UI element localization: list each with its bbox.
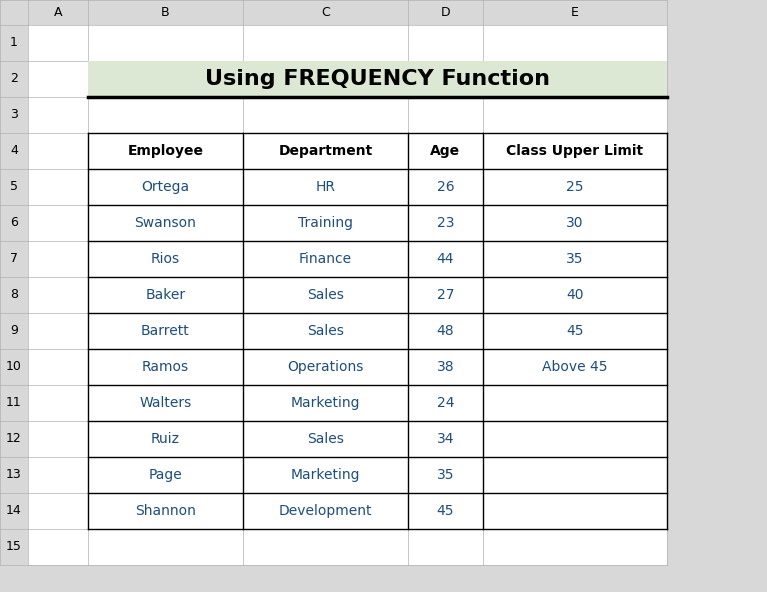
Text: B: B [161, 6, 170, 19]
Text: Ortega: Ortega [141, 180, 189, 194]
Bar [0, 241, 28, 277]
Text: HR: HR [315, 180, 335, 194]
Text: Marketing: Marketing [291, 396, 360, 410]
Text: 27: 27 [436, 288, 454, 302]
Text: 40: 40 [566, 288, 584, 302]
Text: C: C [321, 6, 330, 19]
Bar [88, 133, 667, 529]
Text: 48: 48 [436, 324, 454, 338]
Bar [0, 277, 28, 313]
Text: D: D [441, 6, 450, 19]
Text: Development: Development [278, 504, 372, 518]
Text: 24: 24 [436, 396, 454, 410]
Text: 35: 35 [566, 252, 584, 266]
Bar [0, 385, 28, 421]
Bar [0, 0, 667, 25]
Text: 5: 5 [10, 181, 18, 194]
Text: Department: Department [278, 144, 373, 158]
Text: 4: 4 [10, 144, 18, 157]
Text: 15: 15 [6, 540, 22, 554]
Bar [0, 349, 28, 385]
Text: 45: 45 [436, 504, 454, 518]
Text: Sales: Sales [307, 432, 344, 446]
Text: 14: 14 [6, 504, 22, 517]
Text: 26: 26 [436, 180, 454, 194]
Text: Operations: Operations [288, 360, 364, 374]
Text: E: E [571, 6, 579, 19]
Text: Finance: Finance [299, 252, 352, 266]
Bar [0, 529, 28, 565]
Bar [0, 25, 28, 61]
Text: Employee: Employee [127, 144, 203, 158]
Text: Class Upper Limit: Class Upper Limit [506, 144, 644, 158]
Text: 13: 13 [6, 468, 22, 481]
Text: Shannon: Shannon [135, 504, 196, 518]
Bar [88, 61, 667, 97]
Text: Sales: Sales [307, 324, 344, 338]
Text: 35: 35 [436, 468, 454, 482]
Bar [0, 61, 28, 97]
Text: Walters: Walters [140, 396, 192, 410]
Text: 44: 44 [436, 252, 454, 266]
Text: Training: Training [298, 216, 353, 230]
Text: 34: 34 [436, 432, 454, 446]
Text: Using FREQUENCY Function: Using FREQUENCY Function [205, 69, 550, 89]
Text: Ramos: Ramos [142, 360, 189, 374]
Text: 6: 6 [10, 217, 18, 230]
Text: A: A [54, 6, 62, 19]
Text: 8: 8 [10, 288, 18, 301]
Bar [0, 0, 667, 565]
Bar [0, 97, 28, 133]
Text: Marketing: Marketing [291, 468, 360, 482]
Text: 7: 7 [10, 253, 18, 265]
Text: 2: 2 [10, 72, 18, 85]
Text: 3: 3 [10, 108, 18, 121]
Text: Baker: Baker [146, 288, 186, 302]
Text: 11: 11 [6, 397, 22, 410]
Bar [0, 0, 28, 25]
Text: Above 45: Above 45 [542, 360, 607, 374]
Text: 12: 12 [6, 433, 22, 446]
Text: 10: 10 [6, 361, 22, 374]
Text: 23: 23 [436, 216, 454, 230]
Bar [0, 169, 28, 205]
Text: Swanson: Swanson [134, 216, 196, 230]
Text: 9: 9 [10, 324, 18, 337]
Text: 1: 1 [10, 37, 18, 50]
Text: Rios: Rios [151, 252, 180, 266]
Bar [0, 313, 28, 349]
Bar [0, 421, 28, 457]
Text: Sales: Sales [307, 288, 344, 302]
Text: Ruiz: Ruiz [151, 432, 180, 446]
Bar [0, 457, 28, 493]
Text: 38: 38 [436, 360, 454, 374]
Bar [0, 133, 28, 169]
Text: Page: Page [149, 468, 183, 482]
Text: 30: 30 [566, 216, 584, 230]
Text: 45: 45 [566, 324, 584, 338]
Text: Age: Age [430, 144, 460, 158]
Text: Barrett: Barrett [141, 324, 190, 338]
Text: 25: 25 [566, 180, 584, 194]
Bar [0, 205, 28, 241]
Bar [0, 493, 28, 529]
